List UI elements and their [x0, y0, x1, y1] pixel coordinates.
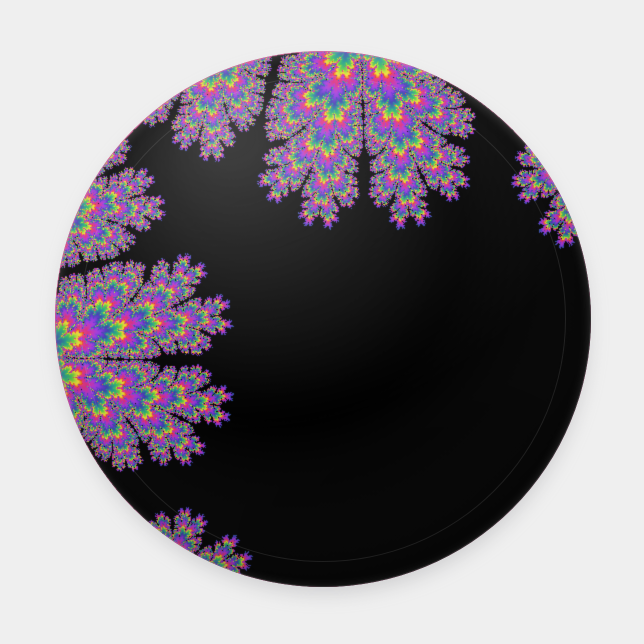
round-fractal-plate[interactable] — [55, 51, 591, 587]
artwork-description: Rainbow-banded Mandelbrot set zoom with … — [0, 0, 1, 1]
mandelbrot-fractal-artwork — [55, 51, 591, 587]
page-title: Fractal Art Product Image — [0, 0, 1, 1]
